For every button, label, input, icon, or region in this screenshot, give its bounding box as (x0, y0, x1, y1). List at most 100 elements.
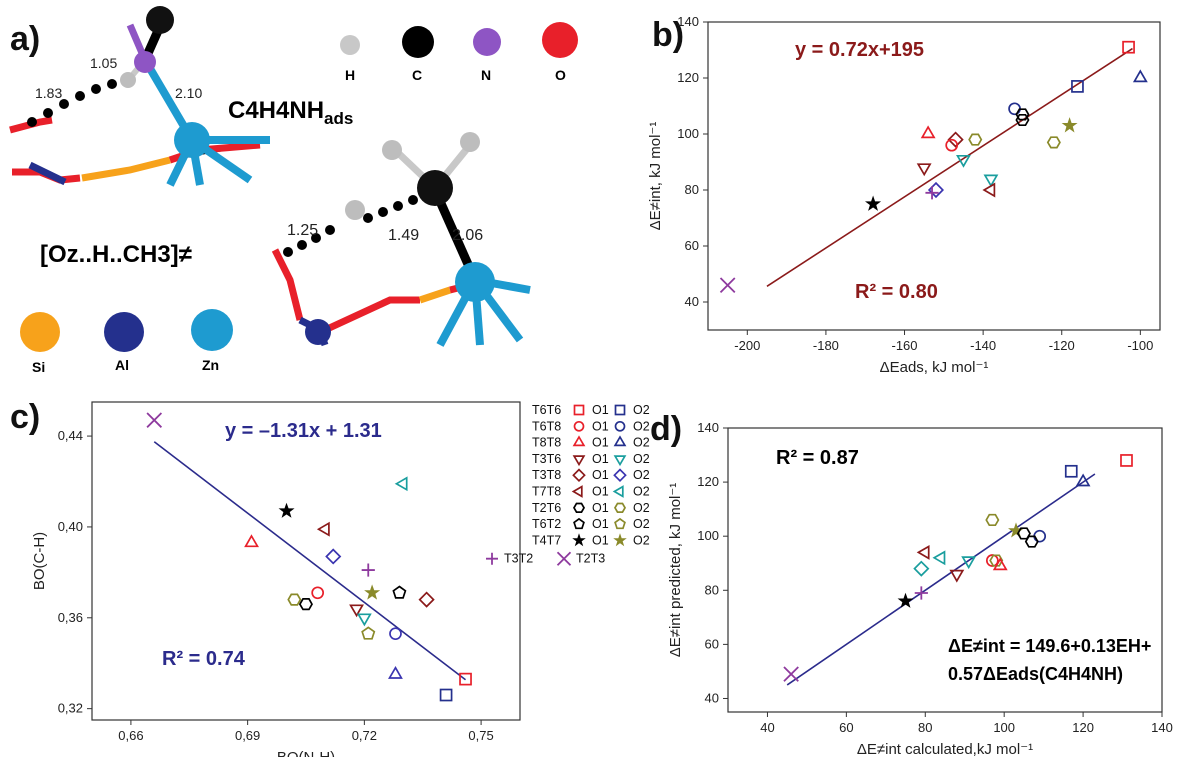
x-tick-label: 60 (839, 720, 853, 735)
legend-marker (572, 455, 586, 467)
regression-equation: ΔE≠int = 149.6+0.13EH+ (948, 636, 1151, 656)
data-point (864, 195, 882, 211)
data-point (913, 560, 930, 577)
data-point (364, 584, 381, 600)
data-point (394, 476, 408, 492)
x-tick-label: -120 (1049, 338, 1075, 353)
legend-marker (573, 502, 585, 513)
fit-equation: y = 0.72x+195 (795, 39, 924, 61)
legend-entry-name: T8T8 (532, 436, 561, 450)
data-point (1132, 69, 1148, 83)
data-point (287, 593, 302, 606)
data-point (298, 598, 313, 611)
distance-label: 1.83 (35, 85, 62, 101)
data-point (1075, 473, 1091, 487)
distance-label: 2.10 (175, 85, 202, 101)
chart-c: c) 0,66 0,69 0,72 0,75 0,32 0,36 0,40 0,44 BO(N-H… (10, 398, 521, 757)
y-tick-label: 40 (685, 294, 699, 309)
plot-frame (707, 21, 1161, 331)
data-point (945, 138, 959, 152)
y-tick-label: 0,36 (58, 610, 83, 625)
data-point (459, 672, 472, 686)
data-point (719, 277, 736, 293)
data-point (1008, 102, 1021, 116)
x-tick-label: 0,69 (235, 728, 260, 743)
data-point (1033, 529, 1047, 543)
data-point (916, 545, 930, 560)
atom-zn-icon (191, 309, 233, 351)
legend-marker (614, 517, 626, 530)
data-point (992, 557, 1008, 571)
data-point (989, 554, 1004, 567)
legend-marker (556, 551, 572, 566)
regression-equation: 0.57ΔEads(C4H4NH) (948, 664, 1123, 684)
legend-site-label: O1 (592, 485, 609, 499)
panel-label: c) (10, 398, 40, 436)
marker-legend: T6T6 O1 O2 T6T8 O1 O2 T8T8 O1 O2 T3T6 O1 O2 T3T8 O1 O2… (486, 403, 650, 566)
atom-o-icon (542, 22, 578, 58)
y-tick-label: 140 (677, 14, 699, 29)
legend-marker (572, 435, 586, 447)
legend-entry-name: T6T8 (532, 419, 561, 433)
data-point (985, 554, 999, 567)
legend-marker (614, 404, 626, 416)
x-tick-label: 0,66 (118, 728, 143, 743)
legend-marker (573, 517, 585, 530)
chart-b: b) -200 -180 -160 -140 -120 -100 40 60 80 100 120 14… (647, 14, 1161, 376)
legend-site-label: O1 (592, 419, 609, 433)
legend-site-label: O1 (592, 517, 609, 531)
r-squared-label: R² = 0.87 (776, 447, 859, 469)
legend-marker (573, 404, 585, 416)
legend-marker (572, 533, 586, 547)
legend-site-label: O1 (592, 501, 609, 515)
plot-frame (91, 401, 521, 721)
data-point (783, 666, 799, 682)
element-label: O (555, 67, 566, 83)
data-point (244, 534, 259, 548)
legend-entry-name: T4T7 (532, 533, 561, 547)
legend-site-label: O2 (633, 436, 650, 450)
legend-site-label: O2 (633, 533, 650, 547)
transition-state-structure: 1.25 1.49 2.06 (271, 132, 531, 347)
r-squared-label: R² = 0.74 (162, 648, 246, 670)
fit-equation: y = –1.31x + 1.31 (225, 420, 382, 442)
legend-entry-name: T3T8 (532, 468, 561, 482)
data-point (914, 586, 928, 600)
atom-al-icon (104, 312, 144, 352)
data-point (1064, 464, 1078, 478)
data-point (982, 182, 996, 198)
data-point (927, 181, 944, 199)
y-tick-label: 120 (697, 474, 719, 489)
data-point (961, 556, 977, 570)
element-label: N (481, 67, 491, 83)
data-point (1046, 136, 1061, 149)
legend-marker (613, 533, 627, 547)
x-tick-label: -200 (734, 338, 760, 353)
adsorbate-structure: 1.83 1.05 2.10 (9, 6, 270, 187)
panel-label: b) (652, 16, 684, 54)
x-tick-label: 140 (1151, 720, 1173, 735)
atom-h-icon (340, 35, 360, 55)
atom-label: Zn (202, 357, 219, 373)
data-point (1015, 108, 1030, 121)
fit-line (786, 473, 1096, 686)
element-label: C (412, 67, 422, 83)
data-point (985, 513, 1000, 527)
data-point (356, 613, 372, 627)
data-point (325, 548, 342, 565)
data-point (920, 125, 936, 139)
legend-site-label: O1 (592, 436, 609, 450)
data-point (361, 563, 375, 577)
legend-marker (612, 485, 624, 498)
data-point (897, 592, 914, 608)
atom-label: Si (32, 359, 45, 375)
legend-site-label: O1 (592, 468, 609, 482)
legend-entry-name: T3T6 (532, 452, 561, 466)
data-point (389, 627, 402, 641)
legend-entry-name: T7T8 (532, 485, 561, 499)
chart-d: d) 40 60 80 100 120 140 40 60 80 100 120 140 ΔE≠int c… (650, 410, 1173, 757)
legend-site-label: O2 (633, 452, 650, 466)
panel-a-label: a) (10, 20, 40, 58)
data-point (146, 412, 163, 428)
